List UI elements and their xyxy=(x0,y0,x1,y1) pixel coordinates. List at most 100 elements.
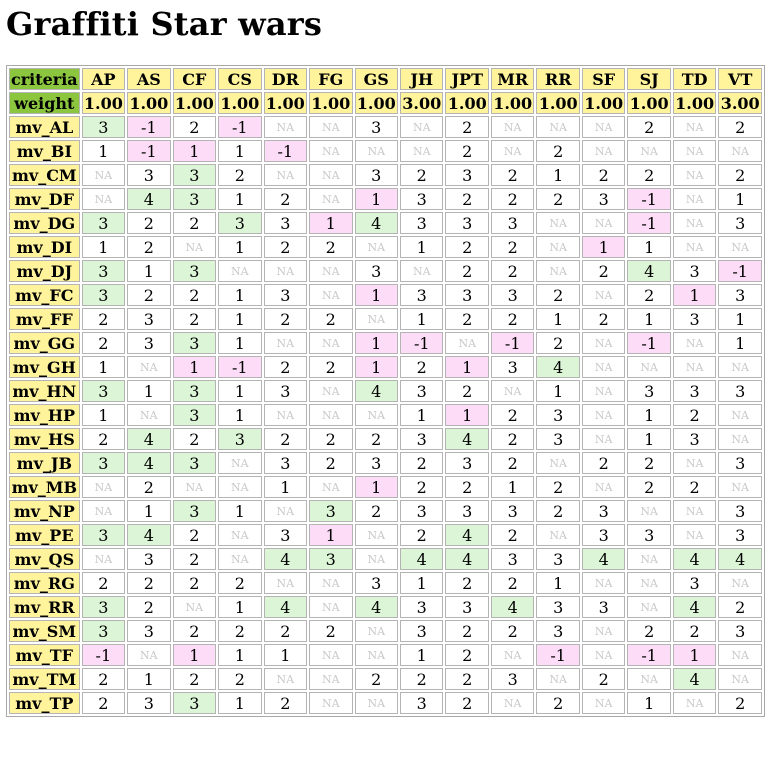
table-cell: 2 xyxy=(218,164,262,186)
table-cell: 2 xyxy=(81,572,126,594)
table-cell: 1 xyxy=(218,500,262,522)
table-cell: 3 xyxy=(445,500,489,522)
table-cell: 1 xyxy=(536,308,580,330)
table-cell: NA xyxy=(127,644,171,666)
table-row: mv_DJ 3 1 3 NA NA NA 3 NA 2 2 NA 2 4 3 -1 xyxy=(9,260,762,282)
table-cell: 3 xyxy=(718,212,762,234)
table-cell: 2 xyxy=(536,332,580,354)
table-cell: NA xyxy=(490,644,535,666)
table-cell: NA xyxy=(581,212,626,234)
table-cell: 2 xyxy=(400,164,444,186)
table-cell: 1 xyxy=(400,308,444,330)
table-cell: 4 xyxy=(672,548,717,570)
table-cell: -1 xyxy=(127,140,171,162)
table-cell: NA xyxy=(309,332,353,354)
table-cell: 2 xyxy=(445,476,489,498)
table-cell: 4 xyxy=(354,212,398,234)
table-cell: NA xyxy=(627,572,671,594)
table-cell: 2 xyxy=(354,668,398,690)
table-cell: NA xyxy=(81,548,126,570)
table-cell: 3 xyxy=(172,404,217,426)
table-cell: -1 xyxy=(627,644,671,666)
table-cell: NA xyxy=(627,548,671,570)
table-cell: -1 xyxy=(400,332,444,354)
row-header: mv_RG xyxy=(9,572,80,594)
table-cell: 1 xyxy=(536,572,580,594)
table-cell: 2 xyxy=(309,620,353,642)
table-cell: 2 xyxy=(581,452,626,474)
table-cell: 2 xyxy=(445,308,489,330)
table-cell: NA xyxy=(81,476,126,498)
table-row: mv_JB 3 4 3 NA 3 2 3 2 3 2 NA 2 2 NA 3 xyxy=(9,452,762,474)
row-header: mv_PE xyxy=(9,524,80,546)
table-cell: NA xyxy=(581,572,626,594)
table-cell: NA xyxy=(354,236,398,258)
table-cell: 2 xyxy=(263,428,308,450)
table-cell: NA xyxy=(672,116,717,138)
table-cell: 3 xyxy=(218,428,262,450)
table-cell: 3 xyxy=(81,380,126,402)
table-cell: 1 xyxy=(627,692,671,714)
table-cell: NA xyxy=(581,644,626,666)
table-cell: 3 xyxy=(490,668,535,690)
table-cell: 2 xyxy=(536,140,580,162)
table-cell: 3 xyxy=(127,620,171,642)
table-cell: NA xyxy=(581,116,626,138)
column-header-jh: JH xyxy=(400,68,444,90)
table-cell: 1 xyxy=(627,308,671,330)
table-cell: 2 xyxy=(309,428,353,450)
table-cell: 1 xyxy=(127,668,171,690)
table-cell: 1 xyxy=(263,476,308,498)
table-cell: -1 xyxy=(263,140,308,162)
table-cell: 2 xyxy=(445,668,489,690)
table-cell: 3 xyxy=(172,188,217,210)
table-cell: 2 xyxy=(581,308,626,330)
column-header-cf: CF xyxy=(172,68,217,90)
table-cell: NA xyxy=(81,500,126,522)
row-header: mv_SM xyxy=(9,620,80,642)
column-header-td: TD xyxy=(672,68,717,90)
table-row: mv_SM 3 3 2 2 2 2 NA 3 2 2 3 NA 2 2 3 xyxy=(9,620,762,642)
criteria-header-row: criteria AP AS CF CS DR FG GS JH JPT MR RR SF SJ TD VT xyxy=(9,68,762,90)
table-cell: 3 xyxy=(400,188,444,210)
table-cell: NA xyxy=(309,188,353,210)
table-cell: 2 xyxy=(672,620,717,642)
table-cell: NA xyxy=(536,668,580,690)
table-cell: 2 xyxy=(309,452,353,474)
table-cell: 2 xyxy=(490,188,535,210)
table-cell: 2 xyxy=(581,164,626,186)
table-cell: 1 xyxy=(627,404,671,426)
column-header-mr: MR xyxy=(490,68,535,90)
table-cell: 2 xyxy=(627,164,671,186)
table-cell: 3 xyxy=(263,284,308,306)
table-row: mv_PE 3 4 2 NA 3 1 NA 2 4 2 NA 3 3 NA 3 xyxy=(9,524,762,546)
table-cell: 4 xyxy=(672,596,717,618)
table-cell: NA xyxy=(354,548,398,570)
table-cell: 3 xyxy=(172,260,217,282)
weight-value-ap: 1.00 xyxy=(81,92,126,114)
table-cell: 3 xyxy=(81,284,126,306)
table-cell: NA xyxy=(218,452,262,474)
table-cell: NA xyxy=(263,572,308,594)
table-cell: 3 xyxy=(172,164,217,186)
table-row: mv_HP 1 NA 3 1 NA NA NA 1 1 2 3 NA 1 2 NA xyxy=(9,404,762,426)
table-cell: 1 xyxy=(718,332,762,354)
table-cell: 1 xyxy=(354,188,398,210)
table-cell: 4 xyxy=(127,188,171,210)
table-cell: 4 xyxy=(536,356,580,378)
table-cell: NA xyxy=(672,500,717,522)
table-cell: NA xyxy=(718,476,762,498)
weight-value-sj: 1.00 xyxy=(627,92,671,114)
table-cell: 3 xyxy=(400,620,444,642)
table-cell: 2 xyxy=(263,308,308,330)
row-header: mv_QS xyxy=(9,548,80,570)
table-cell: 2 xyxy=(490,404,535,426)
table-cell: 2 xyxy=(172,548,217,570)
row-header: mv_BI xyxy=(9,140,80,162)
table-cell: 2 xyxy=(309,356,353,378)
row-header: mv_HN xyxy=(9,380,80,402)
table-cell: 3 xyxy=(263,212,308,234)
table-cell: 3 xyxy=(445,284,489,306)
table-cell: 1 xyxy=(218,236,262,258)
row-header: mv_AL xyxy=(9,116,80,138)
